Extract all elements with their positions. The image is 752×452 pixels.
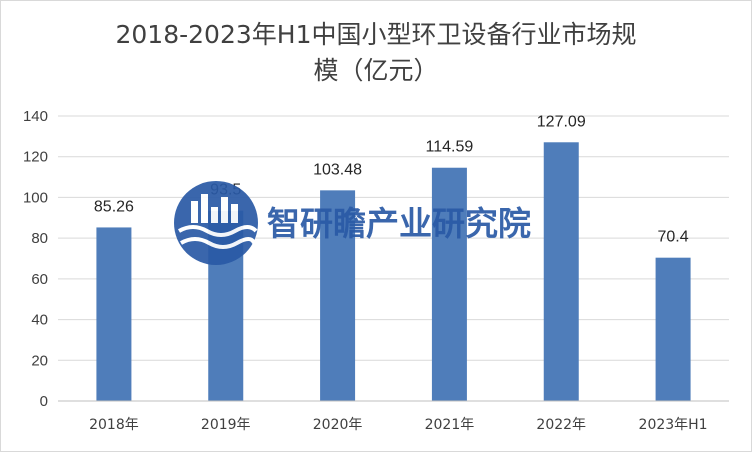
data-label: 70.4 [658,229,689,246]
chart-title: 2018-2023年H1中国小型环卫设备行业市场规 模（亿元） [116,20,637,85]
y-tick-label: 20 [31,352,48,369]
bar [320,190,356,401]
x-tick-label: 2020年 [313,417,363,433]
chart-title-line-2: 模（亿元） [313,56,438,85]
gridlines [58,115,729,402]
data-label: 85.26 [94,198,134,215]
watermark: 智研瞻产业研究院 [174,181,531,265]
x-tick-label: 2019年 [201,417,251,433]
y-tick-label: 60 [31,271,48,288]
y-tick-label: 140 [23,108,48,125]
x-tick-label: 2021年 [425,417,475,433]
watermark-text: 智研瞻产业研究院 [267,204,531,243]
axes: 0 20 40 60 80 100 120 140 2018年 2019年 2020年 2021年 20… [23,108,729,433]
y-tick-label: 100 [23,189,48,206]
y-tick-label: 0 [40,393,48,410]
bar [431,167,467,401]
data-label: 114.59 [426,139,474,156]
bar [655,257,691,401]
x-tick-label: 2022年 [536,417,586,433]
data-label: 127.09 [537,113,586,130]
y-tick-label: 120 [23,149,48,166]
x-tick-label: 2023年H1 [639,417,708,433]
y-tick-label: 80 [31,230,48,247]
bar [543,142,579,401]
y-tick-label: 40 [31,312,48,329]
x-tick-label: 2018年 [89,417,139,433]
city-skyline-wave-logo-icon [174,181,258,265]
bar [96,227,132,401]
data-label: 103.48 [313,161,362,178]
bars [96,142,691,401]
chart-title-line-1: 2018-2023年H1中国小型环卫设备行业市场规 [116,20,637,49]
